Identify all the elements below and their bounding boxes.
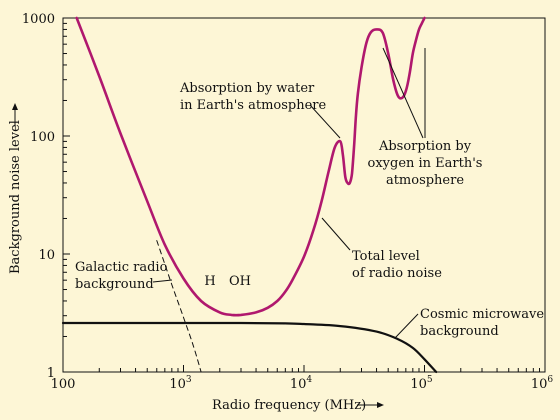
x-tick-label: 103	[169, 375, 192, 392]
series-line-total	[75, 16, 426, 317]
annotation-oh-line: OH	[229, 274, 251, 289]
annotation-cmb-line: Cosmic microwave	[420, 307, 544, 322]
cmb-leader	[394, 313, 419, 339]
x-tick-label-base: 10	[410, 377, 427, 392]
x-tick-label: 105	[410, 375, 433, 392]
annotation-oxygen: Absorption by oxygen in Earth's atmosphere	[368, 139, 483, 188]
series-line-galactic	[156, 240, 202, 373]
oxygen-leader-1	[382, 47, 424, 139]
x-tick-label-exponent: 4	[306, 375, 312, 385]
x-tick-label-exponent: 3	[186, 375, 192, 385]
y-axis-arrow	[12, 103, 18, 126]
annotation-cmb-line: background	[420, 324, 499, 339]
x-tick-label-exponent: 5	[427, 375, 433, 385]
annotation-h-line: H	[204, 274, 215, 289]
annotation-galactic-line: Galactic radio	[75, 260, 168, 275]
y-axis-title: Background noise level	[8, 120, 23, 274]
y-tick-label: 100	[30, 130, 55, 145]
annotation-galactic-line: background	[75, 277, 154, 292]
water-leader	[309, 104, 341, 139]
x-axis-title: Radio frequency (MHz)	[212, 398, 366, 413]
annotation-oxygen-line: oxygen in Earth's	[368, 156, 483, 171]
annotation-layer: Absorption by water in Earth's atmosphere…	[75, 47, 544, 339]
y-tick-label: 1000	[22, 12, 55, 27]
x-tick-label: 104	[290, 375, 313, 392]
x-tick-label-exponent: 6	[547, 375, 553, 385]
x-tick-label: 100	[51, 377, 76, 392]
annotation-total: Total level of radio noise	[352, 249, 442, 281]
annotation-total-line: Total level	[352, 249, 420, 264]
total-leader	[321, 217, 351, 251]
annotation-oxygen-line: atmosphere	[386, 173, 464, 188]
y-tick-label: 10	[38, 248, 55, 263]
x-tick-label: 106	[531, 375, 554, 392]
x-tick-label-base: 10	[531, 377, 548, 392]
y-tick-label: 1	[47, 366, 55, 381]
series-layer	[61, 16, 438, 374]
annotation-water-line: in Earth's atmosphere	[180, 98, 326, 113]
annotation-galactic: Galactic radio background	[75, 260, 168, 292]
annotation-cmb: Cosmic microwave background	[420, 307, 544, 339]
annotation-oxygen-line: Absorption by	[378, 139, 472, 154]
annotation-total-line: of radio noise	[352, 266, 442, 281]
series-line-cmb	[61, 321, 438, 374]
x-tick-label-base: 10	[290, 377, 307, 392]
x-axis-arrow	[357, 402, 384, 408]
annotation-water: Absorption by water in Earth's atmosphere	[179, 81, 326, 113]
annotation-h: H	[204, 274, 215, 289]
annotation-oh: OH	[229, 274, 251, 289]
x-tick-label-base: 10	[169, 377, 186, 392]
annotation-water-line: Absorption by water	[179, 81, 315, 96]
galactic-leader	[152, 279, 173, 283]
